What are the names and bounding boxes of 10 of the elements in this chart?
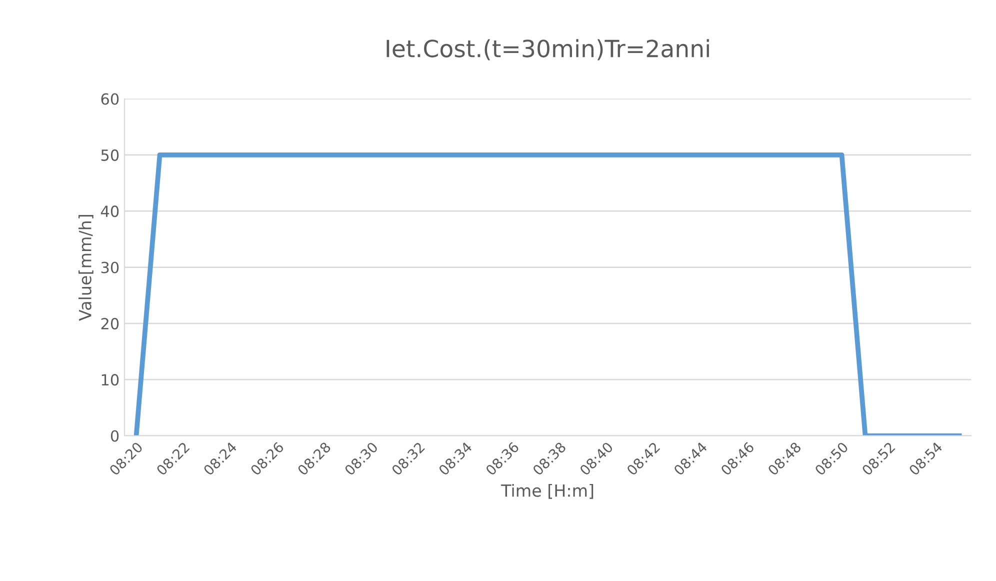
- y-tick-label: 10: [102, 374, 119, 386]
- y-axis-title: Value[mm/h]: [78, 214, 94, 321]
- y-tick-label: 50: [101, 149, 119, 161]
- y-tick-label: 30: [101, 262, 119, 274]
- y-tick-label: 0: [110, 430, 119, 442]
- x-axis-title: Time [H:m]: [501, 484, 594, 499]
- y-tick-label: 40: [100, 206, 119, 218]
- chart-title: Iet.Cost.(t=30min)Tr=2anni: [386, 39, 709, 60]
- y-tick-label: 60: [101, 93, 119, 105]
- y-tick-label: 20: [101, 318, 119, 330]
